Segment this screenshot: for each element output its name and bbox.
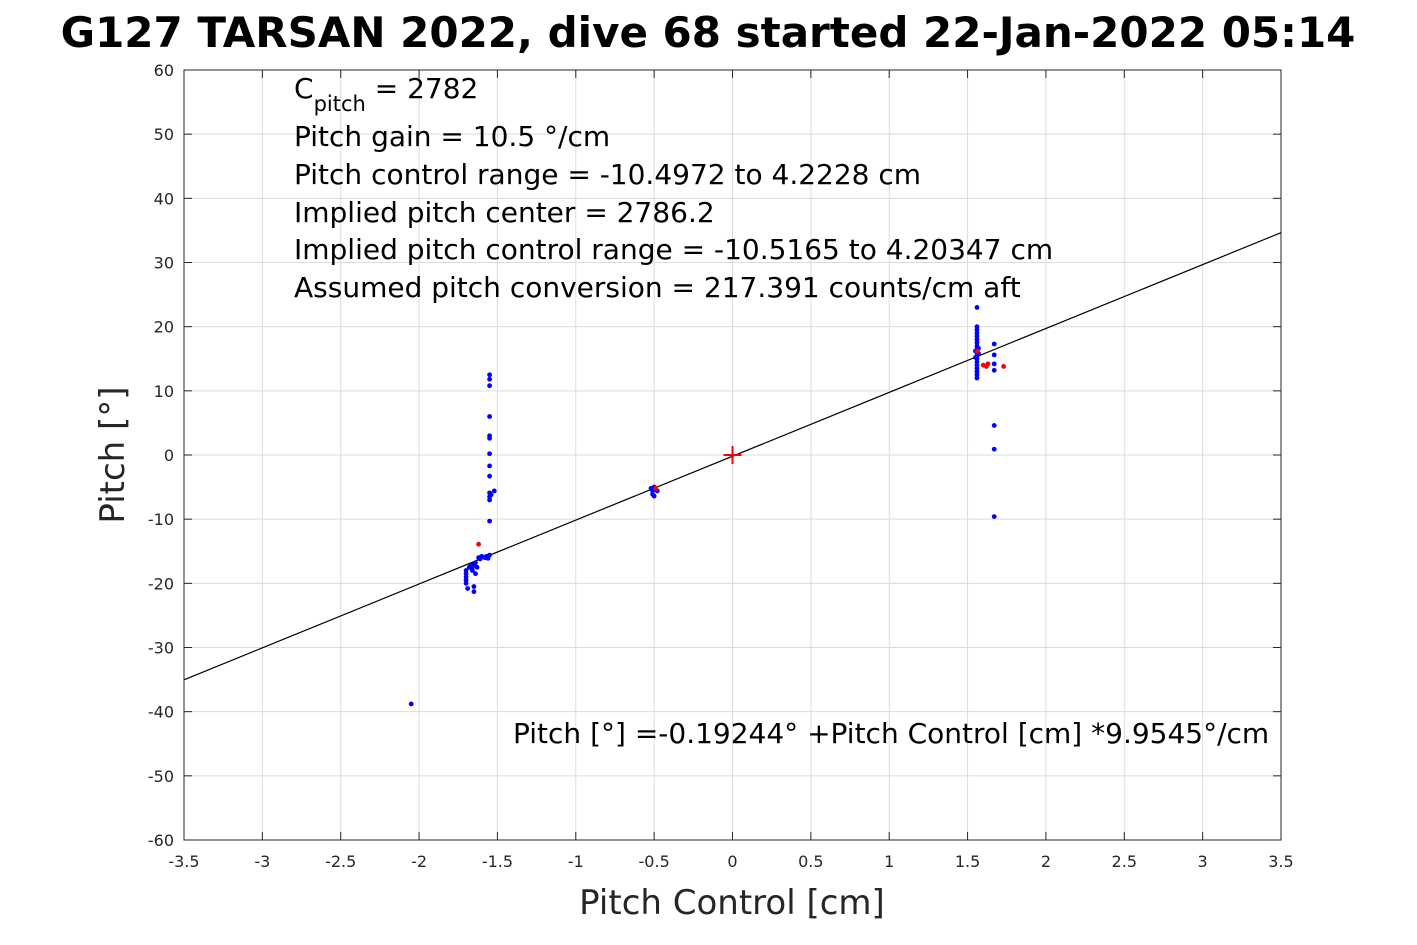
data-point <box>469 568 475 573</box>
data-point <box>991 341 997 347</box>
pitch-control-range-annotation: Pitch control range = -10.4972 to 4.2228… <box>294 158 921 191</box>
y-axis-ticks: 60 50 40 30 20 10 0 -10 -20 -30 -40 -50 -60 <box>148 61 1281 850</box>
implied-pitch-center-annotation: Implied pitch center = 2786.2 <box>294 196 715 229</box>
data-point <box>487 383 492 389</box>
x-tick-label: -3 <box>254 852 270 871</box>
c-pitch-subscript: pitch <box>314 92 366 116</box>
data-point <box>487 497 492 503</box>
y-tick-label: 0 <box>164 446 174 465</box>
x-tick-label: -2.5 <box>325 852 356 871</box>
data-point <box>991 423 997 428</box>
data-point <box>974 375 980 381</box>
data-point <box>465 586 471 591</box>
y-tick-label: 40 <box>154 189 174 208</box>
implied-pitch-control-range-annotation: Implied pitch control range = -10.5165 t… <box>294 233 1053 266</box>
data-point <box>991 514 997 519</box>
data-point <box>985 361 991 367</box>
data-point <box>487 451 492 457</box>
y-axis-label: Pitch [°] <box>93 386 133 523</box>
data-point <box>1001 364 1007 369</box>
data-point <box>463 568 469 573</box>
x-tick-label: 3 <box>1198 852 1208 871</box>
data-point <box>973 355 978 360</box>
data-point <box>487 372 492 378</box>
y-tick-label: 30 <box>154 254 174 273</box>
y-tick-label: 60 <box>154 61 174 80</box>
data-points <box>408 305 1007 707</box>
y-tick-label: -50 <box>148 767 174 786</box>
assumed-pitch-conversion-annotation: Assumed pitch conversion = 217.391 count… <box>294 271 1021 304</box>
y-tick-label: -40 <box>148 703 174 722</box>
x-axis-label: Pitch Control [cm] <box>579 883 885 923</box>
center-marker <box>723 446 742 464</box>
y-tick-label: -10 <box>148 510 174 529</box>
x-tick-label: 0.5 <box>798 852 823 871</box>
data-point <box>487 414 492 419</box>
data-point <box>991 367 997 373</box>
x-tick-label: 2 <box>1041 852 1051 871</box>
data-point <box>991 446 997 452</box>
grid <box>183 69 1282 841</box>
data-point <box>991 361 997 367</box>
x-tick-label: -1.5 <box>482 852 513 871</box>
data-point <box>651 493 657 499</box>
y-tick-label: 10 <box>154 382 174 401</box>
data-point <box>974 348 980 354</box>
x-tick-label: -3.5 <box>168 852 199 871</box>
fit-equation-annotation: Pitch [°] =-0.19244° +Pitch Control [cm]… <box>513 717 1269 750</box>
x-tick-label: 3.5 <box>1268 852 1293 871</box>
data-point <box>474 564 480 570</box>
x-axis-ticks: -3.5 -3 -2.5 -2 -1.5 -1 -0.5 0 0.5 1 1.5 2 2.5 3 3.5 <box>168 70 1294 871</box>
data-point <box>974 305 980 310</box>
data-point <box>471 584 477 589</box>
y-tick-label: -60 <box>148 831 174 850</box>
x-tick-label: -0.5 <box>639 852 670 871</box>
data-point <box>487 435 492 441</box>
x-tick-label: -1 <box>568 852 584 871</box>
data-point <box>488 492 494 498</box>
data-point <box>408 701 414 707</box>
c-pitch-value: = 2782 <box>366 72 479 105</box>
y-tick-label: -30 <box>148 639 174 658</box>
y-tick-label: -20 <box>148 574 174 593</box>
data-point <box>487 473 492 479</box>
x-tick-label: 1 <box>884 852 894 871</box>
data-point <box>471 589 477 595</box>
data-point <box>991 352 997 358</box>
chart-title: G127 TARSAN 2022, dive 68 started 22-Jan… <box>61 8 1356 57</box>
c-pitch-annotation: Cpitch = 2782 <box>294 72 478 116</box>
data-point <box>487 463 492 469</box>
data-point <box>476 541 482 547</box>
y-tick-label: 20 <box>154 318 174 337</box>
data-point <box>487 552 492 558</box>
x-tick-label: -2 <box>411 852 427 871</box>
x-tick-label: 0 <box>727 852 737 871</box>
data-point <box>487 518 492 524</box>
data-point <box>473 571 478 577</box>
pitch-gain-annotation: Pitch gain = 10.5 °/cm <box>294 120 610 153</box>
data-point <box>473 560 478 566</box>
x-tick-label: 1.5 <box>955 852 980 871</box>
c-pitch-symbol: C <box>294 72 314 105</box>
data-point <box>491 488 497 494</box>
data-point <box>487 376 492 382</box>
y-tick-label: 50 <box>154 125 174 144</box>
data-point <box>463 580 469 586</box>
x-tick-label: 2.5 <box>1112 852 1137 871</box>
data-point <box>653 485 659 491</box>
